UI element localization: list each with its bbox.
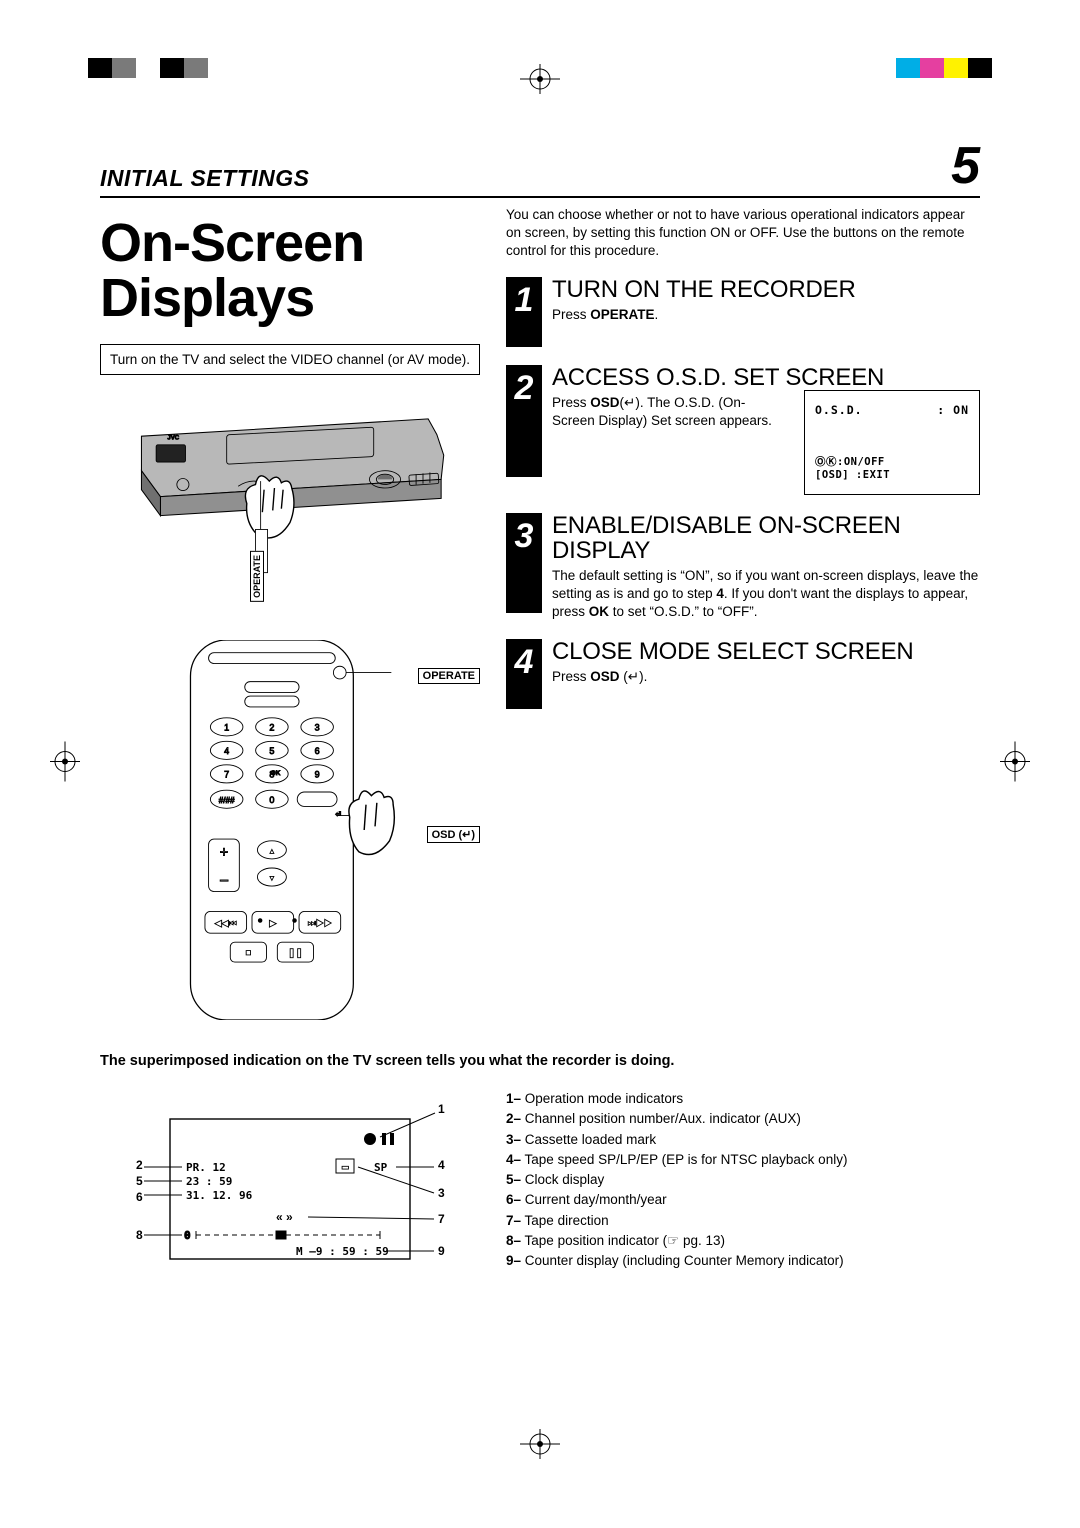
section-title: INITIAL SETTINGS [100,165,951,192]
intro-text: You can choose whether or not to have va… [506,206,980,261]
legend-item: 4– Tape speed SP/LP/EP (EP is for NTSC p… [506,1150,980,1170]
svg-text:JVC: JVC [167,436,179,442]
step-num: 3 [506,513,542,613]
legend-item: 1– Operation mode indicators [506,1089,980,1109]
page-header: INITIAL SETTINGS 5 [100,140,980,198]
svg-text:0: 0 [269,795,274,805]
svg-text:9: 9 [315,770,320,780]
legend-item: 5– Clock display [506,1170,980,1190]
remote-illustration: 1 2 3 4 5 6 7 8 OK 9 #/## 0 [100,640,480,1025]
svg-text:4: 4 [224,746,229,756]
step-4: 4 CLOSE MODE SELECT SCREEN Press OSD (↵)… [506,639,980,709]
svg-text:2: 2 [136,1158,143,1172]
svg-text:◀◀⏮: ◀◀⏮ [215,918,237,928]
svg-text:« »: « » [276,1210,293,1224]
registration-strip-left [88,58,208,78]
step-title: ACCESS O.S.D. SET SCREEN [552,365,980,390]
svg-text:3: 3 [438,1186,445,1200]
step-title: ENABLE/DISABLE ON-SCREEN DISPLAY [552,513,980,563]
legend-item: 9– Counter display (including Counter Me… [506,1251,980,1271]
step-2: 2 ACCESS O.S.D. SET SCREEN O.S.D. : ON Ⓞ… [506,365,980,495]
svg-text:■: ■ [246,948,251,958]
svg-text:OK: OK [271,770,281,777]
step-num: 2 [506,365,542,477]
svg-text:▶: ▶ [269,918,276,928]
svg-text:⏎: ⏎ [335,810,341,819]
step-text: Press OPERATE. [552,306,980,324]
osd-label: O.S.D. [815,403,863,417]
vcr-illustration: JVC OPERATE [100,393,480,588]
step-text: Press OSD (↵). [552,668,980,686]
cropmark-left [50,742,80,787]
svg-text:❚❚: ❚❚ [288,948,303,959]
svg-text:PR. 12: PR. 12 [186,1161,226,1174]
cropmark-top [520,64,560,99]
legend-item: 7– Tape direction [506,1211,980,1231]
step-text: The default setting is “ON”, so if you w… [552,567,980,620]
svg-text:9: 9 [438,1244,445,1258]
svg-text:4: 4 [438,1158,445,1172]
svg-text:8: 8 [136,1228,143,1242]
legend-item: 3– Cassette loaded mark [506,1130,980,1150]
superimpose-note: The superimposed indication on the TV sc… [100,1053,980,1069]
page-number: 5 [951,140,980,192]
svg-text:1: 1 [224,723,229,733]
step-num: 4 [506,639,542,709]
svg-text:0: 0 [184,1229,191,1242]
operate-remote-callout: OPERATE [418,668,480,684]
osd-remote-callout: OSD (↵) [427,826,480,843]
svg-text:23 : 59: 23 : 59 [186,1175,232,1188]
osd-hint2: [OSD] :EXIT [815,469,969,482]
osd-screen: O.S.D. : ON ⓄⓀ:ON/OFF [OSD] :EXIT [804,390,980,495]
osd-demo-screen: PR. 12 ▭ SP 23 : 59 31. 12. 96 « » 0 M –… [100,1089,480,1294]
svg-text:−: − [219,872,229,890]
step-text: Press OSD(↵). The O.S.D. (On-Screen Disp… [552,394,772,430]
legend-list: 1– Operation mode indicators2– Channel p… [506,1089,980,1294]
svg-text:7: 7 [438,1212,445,1226]
operate-callout: OPERATE [250,551,264,602]
tv-note-box: Turn on the TV and select the VIDEO chan… [100,344,480,375]
legend-item: 2– Channel position number/Aux. indicato… [506,1109,980,1129]
step-title: TURN ON THE RECORDER [552,277,980,302]
svg-text:3: 3 [315,723,320,733]
registration-strip-right [896,58,992,78]
svg-text:7: 7 [224,770,229,780]
svg-text:▾: ▾ [270,874,274,883]
svg-text:#/##: #/## [219,796,235,805]
svg-text:31. 12. 96: 31. 12. 96 [186,1189,253,1202]
step-num: 1 [506,277,542,347]
svg-text:▴: ▴ [270,847,274,856]
svg-text:▭: ▭ [341,1162,350,1172]
step-3: 3 ENABLE/DISABLE ON-SCREEN DISPLAY The d… [506,513,980,621]
page-title: On-Screen Displays [100,216,480,326]
osd-hint1: ⓄⓀ:ON/OFF [815,456,969,469]
osd-value: : ON [937,403,969,417]
svg-text:6: 6 [315,746,320,756]
svg-text:⏭▶▶: ⏭▶▶ [308,918,332,928]
svg-text:5: 5 [136,1174,143,1188]
svg-text:5: 5 [269,746,274,756]
svg-text:M –9 : 59 : 59: M –9 : 59 : 59 [296,1245,389,1258]
svg-text:1: 1 [438,1102,445,1116]
svg-text:+: + [220,845,228,861]
svg-text:6: 6 [136,1190,143,1204]
step-title: CLOSE MODE SELECT SCREEN [552,639,980,664]
legend-item: 8– Tape position indicator (☞ pg. 13) [506,1231,980,1251]
cropmark-right [1000,742,1030,787]
step-1: 1 TURN ON THE RECORDER Press OPERATE. [506,277,980,347]
cropmark-bottom [520,1429,560,1464]
svg-text:SP: SP [374,1161,388,1174]
legend-item: 6– Current day/month/year [506,1190,980,1210]
svg-text:2: 2 [269,723,274,733]
